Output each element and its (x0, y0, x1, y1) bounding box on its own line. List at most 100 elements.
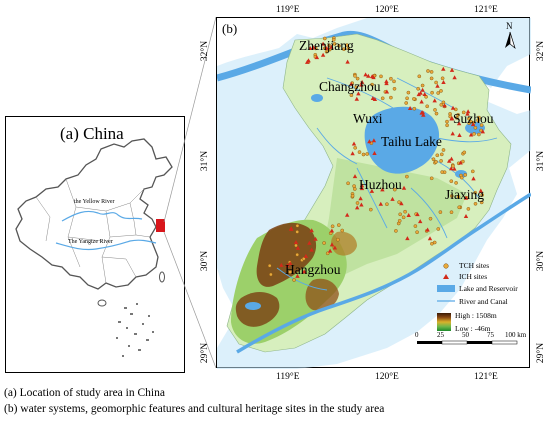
top-tick-121: 121°E (474, 5, 498, 15)
tch-site-marker (477, 115, 481, 120)
ich-site-marker (457, 133, 462, 137)
ich-site-marker (349, 81, 354, 86)
tch-site-marker (420, 83, 425, 88)
caption-a: (a) Location of study area in China (4, 387, 165, 399)
tch-site-marker (457, 205, 461, 210)
tch-site-marker (445, 123, 449, 128)
tch-site-marker (473, 126, 478, 130)
legend-lake-label: Lake and Reservoir (459, 284, 518, 293)
tch-site-marker (440, 170, 444, 174)
tch-site-marker (345, 43, 349, 47)
ich-site-marker (354, 96, 359, 101)
ich-site-marker (345, 59, 350, 64)
city-label-suzhou: Suzhou (453, 111, 494, 126)
tch-site-marker (462, 150, 467, 155)
ich-site-marker (449, 67, 455, 72)
ich-site-marker (458, 160, 463, 165)
tch-site-marker (416, 87, 420, 91)
ich-site-marker (480, 129, 485, 134)
tch-site-marker (479, 200, 484, 205)
tch-site-marker (355, 76, 360, 81)
ich-site-marker (399, 201, 404, 206)
ich-site-marker (422, 92, 427, 96)
ich-site-markers (279, 41, 485, 278)
tch-site-marker (434, 80, 438, 85)
taihu-lake (364, 106, 440, 174)
city-label-wuxi: Wuxi (353, 111, 383, 126)
ich-site-marker (378, 201, 383, 206)
tch-site-marker (461, 110, 466, 115)
ich-site-marker (372, 97, 378, 101)
tch-site-marker (323, 36, 327, 41)
tch-site-marker (470, 169, 475, 174)
ich-site-marker (468, 132, 474, 137)
top-tick-120: 120°E (375, 5, 399, 15)
tch-site-marker (337, 223, 341, 227)
legend-tch-symbol (443, 263, 449, 269)
right-tick-30: 30°N (536, 250, 546, 272)
tch-site-marker (398, 212, 402, 217)
tch-site-marker (357, 150, 362, 154)
ich-site-marker (456, 121, 462, 126)
ich-site-marker (449, 166, 454, 171)
ich-site-marker (327, 248, 333, 253)
tch-site-marker (336, 237, 340, 242)
tch-site-marker (403, 209, 407, 214)
tch-site-marker (448, 114, 452, 119)
tch-site-marker (394, 229, 398, 233)
city-label-jiaxing: Jiaxing (445, 187, 484, 202)
tch-site-marker (370, 82, 374, 87)
ich-site-marker (407, 106, 413, 110)
china-outline-map (15, 138, 173, 357)
legend-symbols (437, 263, 455, 331)
tch-site-marker (425, 104, 429, 109)
ich-site-marker (452, 166, 457, 171)
ich-site-marker (427, 236, 433, 241)
tch-site-marker (269, 272, 273, 277)
tch-site-marker (473, 190, 478, 195)
legend-high-label: High : 1508m (455, 311, 497, 320)
ich-site-marker (405, 236, 410, 241)
ich-site-marker (358, 196, 363, 201)
tch-site-marker (472, 132, 476, 136)
tch-site-marker (429, 70, 434, 74)
north-arrow (505, 31, 516, 49)
tch-site-marker (352, 184, 356, 188)
legend-river-label: River and Canal (459, 297, 508, 306)
tch-site-marker (294, 243, 298, 248)
mountain-peaks-4 (331, 231, 357, 256)
tch-site-marker (480, 193, 485, 197)
tch-site-marker (438, 210, 443, 214)
tch-site-marker (412, 106, 417, 111)
tch-site-marker (354, 85, 358, 90)
legend-elevation-ramp (437, 313, 451, 331)
ich-site-marker (359, 183, 365, 188)
ich-site-marker (380, 187, 385, 192)
tch-site-marker (433, 108, 437, 112)
tch-site-marker (441, 148, 446, 152)
tch-site-marker (461, 159, 465, 164)
ich-site-marker (442, 103, 447, 108)
tch-site-marker (430, 90, 434, 95)
tch-site-marker (459, 175, 464, 180)
ich-site-marker (332, 245, 338, 250)
tch-site-marker (439, 159, 443, 163)
ich-site-marker (309, 228, 314, 233)
left-tick-30: 30°N (200, 250, 210, 272)
right-tick-31: 31°N (536, 150, 546, 172)
north-arrow-label: N (506, 21, 513, 31)
ich-site-marker (419, 110, 424, 115)
ich-site-marker (465, 109, 471, 114)
tch-site-marker (456, 195, 461, 199)
tch-site-marker (428, 216, 433, 221)
tch-site-marker (380, 96, 385, 101)
ich-site-marker (367, 139, 372, 144)
ich-site-marker (435, 83, 440, 88)
ich-site-marker (465, 111, 470, 116)
ich-site-marker (449, 116, 455, 121)
scale-label-75: 75 (487, 331, 494, 339)
city-label-taihu-lake: Taihu Lake (381, 134, 442, 149)
ich-site-marker (293, 240, 299, 244)
ich-site-marker (285, 263, 290, 268)
tch-site-marker (404, 101, 408, 105)
